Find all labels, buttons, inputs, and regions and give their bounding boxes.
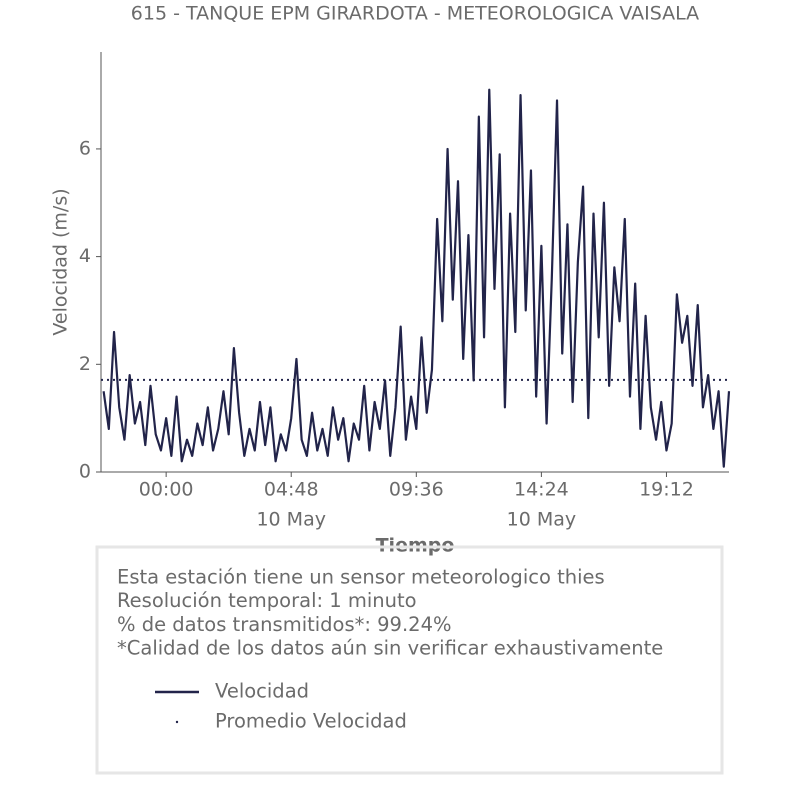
legend-swatch xyxy=(175,720,179,724)
legend-label: Velocidad xyxy=(215,680,309,703)
chart-title: 615 - TANQUE EPM GIRARDOTA - METEOROLOGI… xyxy=(131,3,699,25)
x-tick-date: 10 May xyxy=(507,509,577,531)
y-tick-label: 0 xyxy=(79,461,91,483)
note: Resolución temporal: 1 minuto xyxy=(117,589,417,612)
x-tick-label: 14:24 xyxy=(514,479,569,501)
x-tick-date: 10 May xyxy=(256,509,326,531)
y-axis-label: Velocidad (m/s) xyxy=(50,188,72,335)
note: % de datos transmitidos*: 99.24% xyxy=(117,613,452,636)
y-tick-label: 6 xyxy=(79,137,91,159)
legend-label: Promedio Velocidad xyxy=(215,710,407,733)
data-line xyxy=(102,88,731,468)
x-tick-label: 00:00 xyxy=(139,479,194,501)
x-tick-label: 19:12 xyxy=(639,479,694,501)
y-tick-label: 2 xyxy=(79,353,91,375)
info-box xyxy=(95,545,724,775)
x-tick-label: 04:48 xyxy=(264,479,319,501)
y-tick-label: 4 xyxy=(79,245,91,267)
note: Esta estación tiene un sensor meteorolog… xyxy=(117,566,605,589)
note: *Calidad de los datos aún sin verificar … xyxy=(117,637,663,660)
x-tick-label: 09:36 xyxy=(389,479,444,501)
